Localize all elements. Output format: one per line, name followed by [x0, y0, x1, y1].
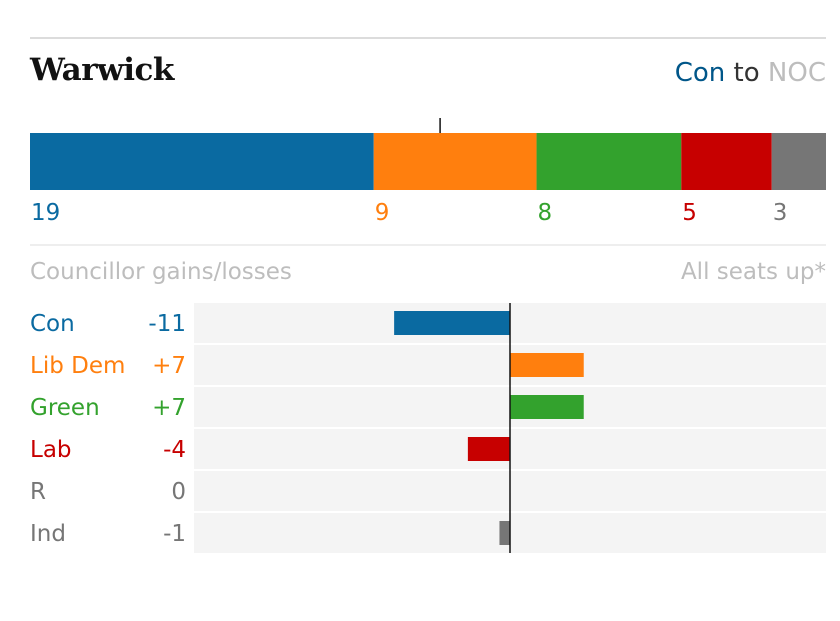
change-value-con: -11	[148, 311, 186, 337]
seat-bar-green	[536, 133, 682, 190]
change-value-green: +7	[152, 395, 186, 421]
result-to-word: to	[733, 58, 760, 88]
party-name-lab: Lab	[30, 437, 72, 463]
result-summary: Con to NOC	[675, 58, 826, 88]
gains-losses-title: Councillor gains/losses	[30, 259, 292, 285]
seat-label-con: 19	[31, 200, 60, 226]
change-value-ind: -1	[163, 521, 186, 547]
party-name-con: Con	[30, 311, 75, 337]
change-bar-lab	[467, 437, 510, 461]
all-seats-up-note: All seats up*	[680, 259, 826, 285]
top-divider	[30, 37, 826, 39]
seat-label-lib-dem: 9	[375, 200, 390, 226]
party-name-green: Green	[30, 395, 100, 421]
change-bar-ind	[499, 521, 510, 545]
change-bar-con	[394, 311, 510, 335]
result-to-party: NOC	[767, 58, 826, 88]
change-bar-lib-dem	[510, 353, 584, 377]
seat-bar-con	[30, 133, 374, 190]
seat-bar-lab	[681, 133, 772, 190]
seat-label-green: 8	[538, 200, 553, 226]
seat-bar-lib-dem	[373, 133, 537, 190]
change-bar-green	[510, 395, 584, 419]
change-value-lab: -4	[163, 437, 186, 463]
council-name: Warwick	[30, 52, 174, 88]
seat-label-other: 3	[773, 200, 788, 226]
section-divider	[30, 244, 826, 246]
party-name-ind: Ind	[30, 521, 66, 547]
seats-stacked-bar: 19 9 8 5 3	[30, 118, 826, 226]
party-name-r: R	[30, 479, 46, 505]
seat-label-lab: 5	[682, 200, 697, 226]
seat-bar-other	[771, 133, 826, 190]
change-value-r: 0	[171, 479, 186, 505]
result-from-party: Con	[674, 58, 726, 88]
change-value-lib-dem: +7	[152, 353, 186, 379]
party-name-lib-dem: Lib Dem	[30, 353, 125, 379]
